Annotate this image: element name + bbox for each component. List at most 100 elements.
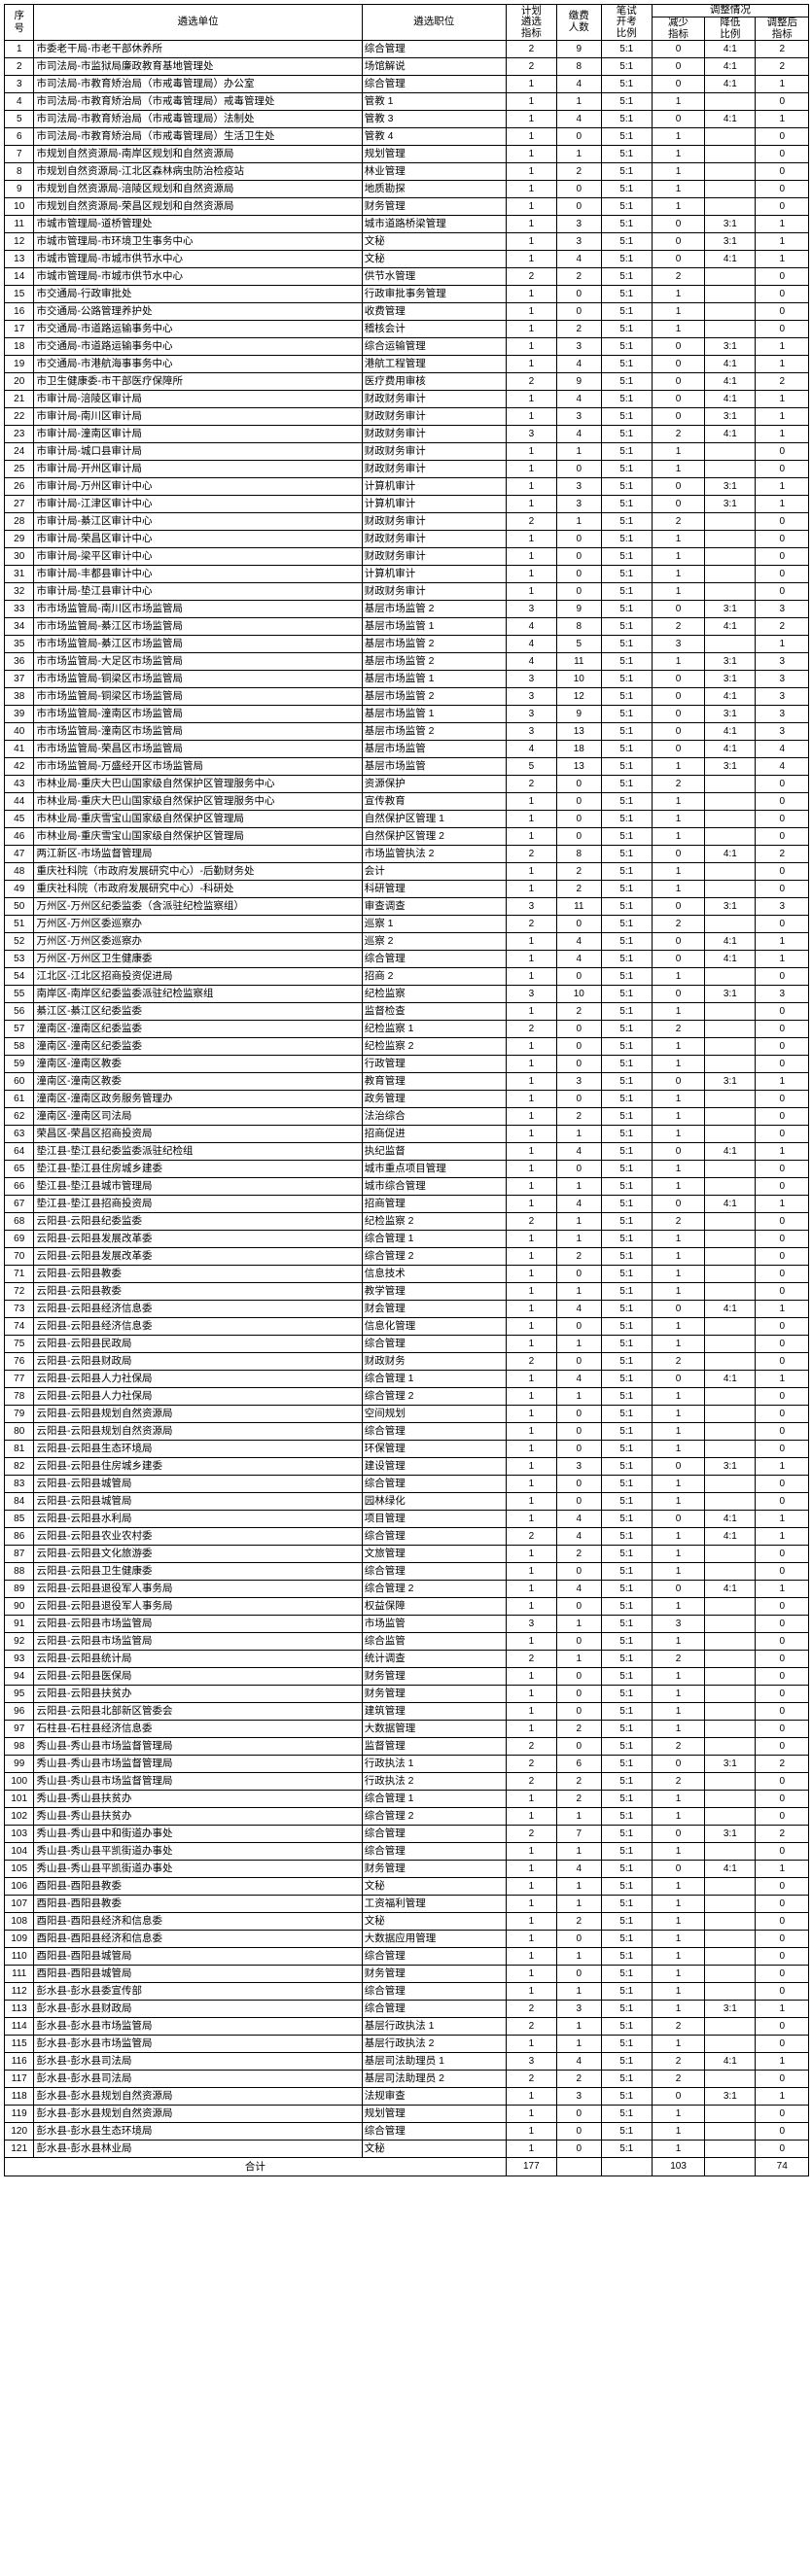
cell-after-quota: 0 <box>755 1020 809 1039</box>
table-row: 81 云阳县-云阳县生态环境局 环保管理 1 0 5:1 1 0 <box>3 1440 809 1459</box>
cell-plan-quota: 1 <box>505 1300 557 1319</box>
cell-after-quota: 1 <box>755 1195 809 1214</box>
cell-unit: 市交通局-市道路运输事务中心 <box>33 337 363 357</box>
cell-exam-ratio: 5:1 <box>600 2035 653 2054</box>
header-after-line1: 调整后 <box>766 17 797 28</box>
table-row: 44 市林业局-重庆大巴山国家级自然保护区管理服务中心 宣传教育 1 0 5:1 1 0 <box>3 792 809 812</box>
cell-after-quota: 4 <box>755 740 809 759</box>
cell-seq: 104 <box>3 1842 35 1862</box>
table-row: 111 酉阳县-酉阳县城管局 财务管理 1 0 5:1 1 0 <box>3 1965 809 1984</box>
cell-reduce-quota: 1 <box>651 442 706 462</box>
total-pay <box>555 2157 602 2177</box>
cell-exam-ratio: 5:1 <box>600 1982 653 2002</box>
cell-reduce-quota: 1 <box>651 530 706 549</box>
cell-post: 工资福利管理 <box>361 1895 507 1914</box>
cell-post: 财政财务审计 <box>361 460 507 479</box>
cell-post: 环保管理 <box>361 1440 507 1459</box>
cell-plan-quota: 1 <box>505 495 557 514</box>
cell-lower-ratio <box>704 1352 757 1372</box>
spreadsheet-sheet: 序 号 遴选单位 遴选职位 计划 遴选 指标 缴费 人数 笔试 开考 比例 <box>3 3 810 2177</box>
cell-lower-ratio <box>704 1387 757 1407</box>
cell-exam-ratio: 5:1 <box>600 1037 653 1057</box>
cell-after-quota: 0 <box>755 1125 809 1144</box>
cell-seq: 19 <box>3 355 35 374</box>
cell-seq: 42 <box>3 757 35 777</box>
cell-post: 财政财务 <box>361 1352 507 1372</box>
table-row: 77 云阳县-云阳县人力社保局 综合管理 1 1 4 5:1 0 4:1 1 <box>3 1370 809 1389</box>
cell-lower-ratio: 4:1 <box>704 722 757 742</box>
cell-post: 项目管理 <box>361 1510 507 1529</box>
cell-payment-count: 12 <box>555 687 602 707</box>
cell-seq: 69 <box>3 1230 35 1249</box>
cell-plan-quota: 1 <box>505 1282 557 1302</box>
cell-plan-quota: 1 <box>505 880 557 899</box>
cell-plan-quota: 3 <box>505 897 557 917</box>
cell-payment-count: 0 <box>555 582 602 602</box>
cell-post: 综合管理 <box>361 2000 507 2019</box>
cell-seq: 40 <box>3 722 35 742</box>
table-row: 80 云阳县-云阳县规划自然资源局 综合管理 1 0 5:1 1 0 <box>3 1422 809 1442</box>
cell-lower-ratio: 4:1 <box>704 2052 757 2071</box>
cell-post: 财务管理 <box>361 1685 507 1704</box>
cell-post: 综合管理 <box>361 950 507 969</box>
cell-after-quota: 0 <box>755 1160 809 1179</box>
cell-unit: 市城市管理局-市城市供节水中心 <box>33 267 363 287</box>
table-row: 101 秀山县-秀山县扶贫办 综合管理 1 1 2 5:1 1 0 <box>3 1790 809 1809</box>
cell-payment-count: 0 <box>555 1930 602 1949</box>
cell-after-quota: 1 <box>755 75 809 94</box>
table-row: 50 万州区-万州区纪委监委（含派驻纪检监察组） 审查调查 3 11 5:1 0 3:1 3 <box>3 897 809 917</box>
cell-unit: 重庆社科院（市政府发展研究中心）-科研处 <box>33 880 363 899</box>
cell-lower-ratio: 3:1 <box>704 477 757 497</box>
cell-unit: 云阳县-云阳县农业农村委 <box>33 1527 363 1547</box>
cell-reduce-quota: 1 <box>651 1562 706 1582</box>
cell-plan-quota: 2 <box>505 1755 557 1774</box>
cell-plan-quota: 1 <box>505 810 557 829</box>
cell-exam-ratio: 5:1 <box>600 582 653 602</box>
cell-exam-ratio: 5:1 <box>600 1545 653 1564</box>
cell-payment-count: 0 <box>555 547 602 567</box>
cell-exam-ratio: 5:1 <box>600 1965 653 1984</box>
cell-post: 城市道路桥梁管理 <box>361 215 507 234</box>
cell-unit: 彭水县-彭水县林业局 <box>33 2140 363 2159</box>
cell-post: 综合管理 <box>361 1475 507 1494</box>
cell-plan-quota: 1 <box>505 1475 557 1494</box>
cell-after-quota: 0 <box>755 1002 809 1022</box>
cell-after-quota: 1 <box>755 477 809 497</box>
cell-reduce-quota: 1 <box>651 1702 706 1722</box>
cell-unit: 市司法局-市教育矫治局（市戒毒管理局）法制处 <box>33 110 363 129</box>
cell-exam-ratio: 5:1 <box>600 967 653 987</box>
cell-seq: 112 <box>3 1982 35 2002</box>
header-reduce-line2: 指标 <box>668 27 689 40</box>
table-row: 107 酉阳县-酉阳县教委 工资福利管理 1 1 5:1 1 0 <box>3 1895 809 1914</box>
cell-exam-ratio: 5:1 <box>600 1860 653 1879</box>
cell-lower-ratio <box>704 1895 757 1914</box>
cell-plan-quota: 1 <box>505 1947 557 1967</box>
cell-exam-ratio: 5:1 <box>600 1930 653 1949</box>
cell-post: 医疗费用审核 <box>361 372 507 392</box>
cell-exam-ratio: 5:1 <box>600 1527 653 1547</box>
cell-reduce-quota: 1 <box>651 2000 706 2019</box>
cell-after-quota: 0 <box>755 1842 809 1862</box>
cell-unit: 荣昌区-荣昌区招商投资局 <box>33 1125 363 1144</box>
cell-reduce-quota: 1 <box>651 1037 706 1057</box>
cell-exam-ratio: 5:1 <box>600 932 653 952</box>
cell-post: 园林绿化 <box>361 1492 507 1512</box>
table-row: 78 云阳县-云阳县人力社保局 综合管理 2 1 1 5:1 1 0 <box>3 1387 809 1407</box>
table-row: 16 市交通局-公路管理养护处 收费管理 1 0 5:1 1 0 <box>3 302 809 322</box>
cell-lower-ratio <box>704 2017 757 2036</box>
table-row: 23 市审计局-潼南区审计局 财政财务审计 3 4 5:1 2 4:1 1 <box>3 425 809 444</box>
cell-post: 综合管理 <box>361 1422 507 1442</box>
cell-seq: 76 <box>3 1352 35 1372</box>
cell-lower-ratio <box>704 1422 757 1442</box>
cell-unit: 市司法局-市教育矫治局（市戒毒管理局）戒毒管理处 <box>33 92 363 112</box>
cell-plan-quota: 1 <box>505 1492 557 1512</box>
table-row: 39 市市场监管局-潼南区市场监管局 基层市场监管 1 3 9 5:1 0 3:1 3 <box>3 705 809 724</box>
cell-unit: 垫江县-垫江县纪委监委派驻纪检组 <box>33 1142 363 1162</box>
cell-lower-ratio: 4:1 <box>704 740 757 759</box>
cell-exam-ratio: 5:1 <box>600 1300 653 1319</box>
cell-after-quota: 0 <box>755 1702 809 1722</box>
cell-after-quota: 1 <box>755 1370 809 1389</box>
cell-plan-quota: 1 <box>505 180 557 199</box>
cell-lower-ratio <box>704 1055 757 1074</box>
cell-reduce-quota: 0 <box>651 1755 706 1774</box>
